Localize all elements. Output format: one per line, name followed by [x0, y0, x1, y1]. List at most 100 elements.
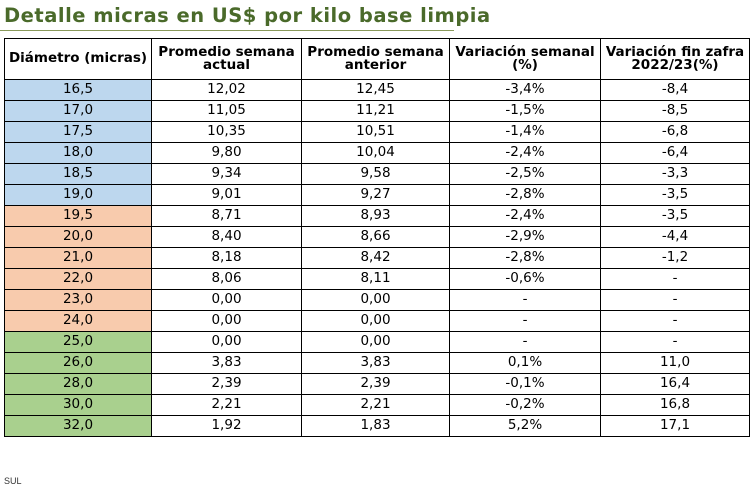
previous-week-cell: 0,00: [301, 310, 450, 332]
previous-week-cell: 8,11: [301, 268, 450, 290]
weekly-variation-cell: 5,2%: [449, 415, 601, 437]
table-row: 19,0 9,01 9,27 -2,8% -3,5: [4, 184, 750, 206]
table-row: 19,5 8,71 8,93 -2,4% -3,5: [4, 205, 750, 227]
table-row: 32,0 1,92 1,83 5,2% 17,1: [4, 415, 750, 437]
table-row: 22,0 8,06 8,11 -0,6% -: [4, 268, 750, 290]
season-variation-cell: -6,4: [600, 142, 750, 164]
previous-week-cell: 2,39: [301, 373, 450, 395]
season-variation-cell: 17,1: [600, 415, 750, 437]
diameter-cell: 17,0: [4, 100, 152, 122]
table-row: 30,0 2,21 2,21 -0,2% 16,8: [4, 394, 750, 416]
season-variation-cell: -1,2: [600, 247, 750, 269]
current-week-cell: 0,00: [151, 331, 302, 353]
season-variation-cell: 16,8: [600, 394, 750, 416]
season-variation-cell: 11,0: [600, 352, 750, 374]
weekly-variation-cell: -2,4%: [449, 205, 601, 227]
weekly-variation-cell: -2,4%: [449, 142, 601, 164]
table-body: 16,5 12,02 12,45 -3,4% -8,4 17,0 11,05 11,21 -1,…: [4, 79, 750, 437]
table-row: 18,0 9,80 10,04 -2,4% -6,4: [4, 142, 750, 164]
current-week-cell: 8,06: [151, 268, 302, 290]
weekly-variation-cell: -1,5%: [449, 100, 601, 122]
source-label: SUL: [4, 476, 22, 486]
current-week-cell: 9,80: [151, 142, 302, 164]
previous-week-cell: 8,66: [301, 226, 450, 248]
current-week-cell: 8,71: [151, 205, 302, 227]
micron-price-table: Diámetro (micras) Promedio semana actual…: [4, 38, 750, 437]
previous-week-cell: 9,58: [301, 163, 450, 185]
weekly-variation-cell: -1,4%: [449, 121, 601, 143]
season-variation-cell: -: [600, 331, 750, 353]
previous-week-cell: 3,83: [301, 352, 450, 374]
diameter-cell: 24,0: [4, 310, 152, 332]
weekly-variation-cell: -2,9%: [449, 226, 601, 248]
table-row: 20,0 8,40 8,66 -2,9% -4,4: [4, 226, 750, 248]
weekly-variation-cell: -: [449, 331, 601, 353]
current-week-cell: 2,39: [151, 373, 302, 395]
diameter-cell: 19,5: [4, 205, 152, 227]
weekly-variation-cell: -0,1%: [449, 373, 601, 395]
header-diameter: Diámetro (micras): [4, 38, 152, 80]
current-week-cell: 8,18: [151, 247, 302, 269]
table-row: 25,0 0,00 0,00- -: [4, 331, 750, 353]
table-row: 26,0 3,83 3,83 0,1% 11,0: [4, 352, 750, 374]
season-variation-cell: 16,4: [600, 373, 750, 395]
title-underline: [0, 30, 454, 31]
season-variation-cell: -8,5: [600, 100, 750, 122]
table-row: 17,5 10,35 10,51 -1,4% -6,8: [4, 121, 750, 143]
current-week-cell: 9,34: [151, 163, 302, 185]
weekly-variation-cell: -2,8%: [449, 184, 601, 206]
diameter-cell: 30,0: [4, 394, 152, 416]
diameter-cell: 18,5: [4, 163, 152, 185]
current-week-cell: 3,83: [151, 352, 302, 374]
diameter-cell: 16,5: [4, 79, 152, 101]
header-previous-week: Promedio semana anterior: [301, 38, 450, 80]
diameter-cell: 22,0: [4, 268, 152, 290]
diameter-cell: 23,0: [4, 289, 152, 311]
diameter-cell: 19,0: [4, 184, 152, 206]
weekly-variation-cell: -0,6%: [449, 268, 601, 290]
table-row: 17,0 11,05 11,21 -1,5% -8,5: [4, 100, 750, 122]
diameter-cell: 21,0: [4, 247, 152, 269]
weekly-variation-cell: -0,2%: [449, 394, 601, 416]
weekly-variation-cell: -: [449, 289, 601, 311]
weekly-variation-cell: 0,1%: [449, 352, 601, 374]
weekly-variation-cell: -: [449, 310, 601, 332]
table-row: 16,5 12,02 12,45 -3,4% -8,4: [4, 79, 750, 101]
current-week-cell: 9,01: [151, 184, 302, 206]
previous-week-cell: 8,42: [301, 247, 450, 269]
header-weekly-variation: Variación semanal (%): [449, 38, 601, 80]
weekly-variation-cell: -3,4%: [449, 79, 601, 101]
current-week-cell: 8,40: [151, 226, 302, 248]
diameter-cell: 18,0: [4, 142, 152, 164]
weekly-variation-cell: -2,5%: [449, 163, 601, 185]
header-current-week: Promedio semana actual: [151, 38, 302, 80]
previous-week-cell: 10,51: [301, 121, 450, 143]
season-variation-cell: -: [600, 310, 750, 332]
season-variation-cell: -: [600, 268, 750, 290]
current-week-cell: 2,21: [151, 394, 302, 416]
previous-week-cell: 9,27: [301, 184, 450, 206]
previous-week-cell: 11,21: [301, 100, 450, 122]
season-variation-cell: -4,4: [600, 226, 750, 248]
current-week-cell: 10,35: [151, 121, 302, 143]
previous-week-cell: 2,21: [301, 394, 450, 416]
table-row: 21,0 8,18 8,42 -2,8% -1,2: [4, 247, 750, 269]
diameter-cell: 28,0: [4, 373, 152, 395]
season-variation-cell: -3,3: [600, 163, 750, 185]
table-header-row: Diámetro (micras) Promedio semana actual…: [4, 38, 750, 80]
diameter-cell: 26,0: [4, 352, 152, 374]
season-variation-cell: -3,5: [600, 205, 750, 227]
weekly-variation-cell: -2,8%: [449, 247, 601, 269]
current-week-cell: 0,00: [151, 289, 302, 311]
diameter-cell: 25,0: [4, 331, 152, 353]
table-row: 24,0 0,00 0,00- -: [4, 310, 750, 332]
table-row: 18,5 9,34 9,58 -2,5% -3,3: [4, 163, 750, 185]
page-title: Detalle micras en US$ por kilo base limp…: [4, 4, 491, 27]
season-variation-cell: -6,8: [600, 121, 750, 143]
season-variation-cell: -8,4: [600, 79, 750, 101]
table-row: 28,0 2,39 2,39 -0,1% 16,4: [4, 373, 750, 395]
current-week-cell: 12,02: [151, 79, 302, 101]
previous-week-cell: 8,93: [301, 205, 450, 227]
season-variation-cell: -3,5: [600, 184, 750, 206]
previous-week-cell: 12,45: [301, 79, 450, 101]
